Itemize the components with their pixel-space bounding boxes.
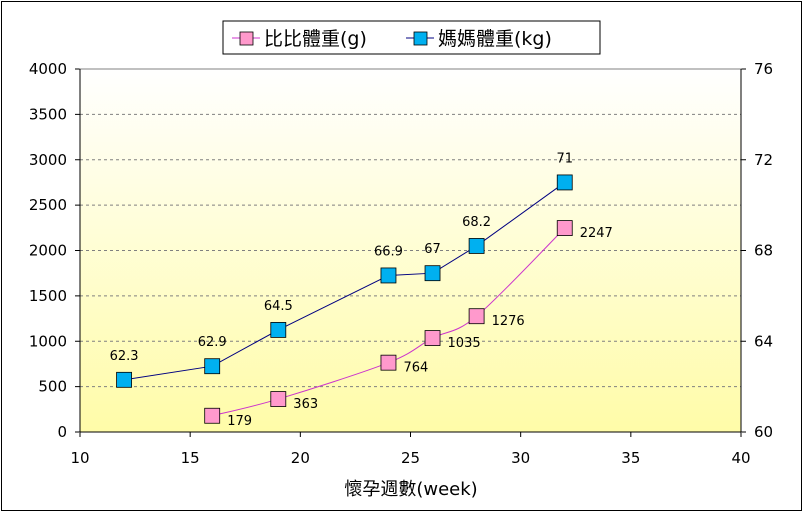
- x-tick-label: 40: [731, 449, 750, 467]
- data-point: [380, 354, 397, 371]
- data-label: 68.2: [462, 215, 491, 230]
- y-tick-label: 4000: [29, 60, 67, 78]
- data-point: [556, 220, 573, 236]
- data-point: [424, 330, 441, 346]
- y-tick-label: 1000: [29, 332, 67, 350]
- data-point: [424, 265, 441, 282]
- y2-tick-label: 60: [754, 423, 773, 441]
- data-point: [204, 407, 221, 424]
- legend-box: [222, 20, 601, 55]
- axes: 0 500 1000 1500 2000 2500 3000 3500 4000 60 64 68 72…: [29, 60, 773, 467]
- y-tick-label: 1500: [29, 287, 67, 305]
- y2-tick-label: 72: [754, 151, 773, 169]
- data-label: 1276: [492, 314, 525, 329]
- x-tick-label: 30: [511, 449, 530, 467]
- data-label: 1035: [448, 336, 481, 351]
- data-point: [270, 322, 287, 338]
- legend-label-mother: 媽媽體重(kg): [438, 28, 552, 50]
- x-tick-label: 25: [401, 449, 420, 467]
- data-point: [116, 371, 132, 388]
- x-tick-label: 35: [621, 449, 640, 467]
- y-tick-label: 2000: [29, 242, 67, 260]
- data-label: 764: [403, 361, 428, 376]
- data-label: 62.3: [110, 349, 139, 364]
- x-tick-label: 15: [181, 449, 200, 467]
- y-tick-label: 0: [57, 423, 67, 441]
- data-label: 64.5: [264, 299, 293, 314]
- data-label: 67: [424, 242, 441, 257]
- gridlines: [80, 113, 741, 388]
- data-labels: 179 363 764 1035 1276 2247 62.3 62.9 64.5 66.9 67 6…: [110, 151, 613, 428]
- data-label: 62.9: [198, 335, 227, 350]
- data-label: 2247: [580, 226, 613, 241]
- legend: 比比體重(g) 媽媽體重(kg): [222, 20, 601, 55]
- data-point: [270, 391, 287, 407]
- data-point: [204, 358, 221, 375]
- data-point: [468, 238, 485, 254]
- x-tick-label: 10: [70, 449, 89, 467]
- series-group: [116, 174, 573, 424]
- data-point: [468, 308, 485, 325]
- data-label: 66.9: [374, 244, 403, 259]
- y-tick-label: 500: [38, 378, 67, 396]
- data-point: [380, 267, 397, 284]
- data-label: 71: [556, 151, 573, 166]
- legend-marker-mother: [413, 31, 428, 46]
- data-label: 179: [227, 414, 252, 429]
- data-label: 363: [293, 397, 318, 412]
- data-point: [556, 174, 573, 191]
- y2-tick-label: 76: [754, 60, 773, 78]
- legend-marker-baby: [239, 31, 254, 46]
- y-tick-label: 3000: [29, 151, 67, 169]
- x-axis-title: 懷孕週數(week): [344, 479, 477, 500]
- y-tick-label: 3500: [29, 105, 67, 123]
- legend-label-baby: 比比體重(g): [264, 28, 367, 50]
- x-tick-label: 20: [291, 449, 310, 467]
- y2-tick-label: 68: [754, 242, 773, 260]
- y-tick-label: 2500: [29, 196, 67, 214]
- y2-tick-label: 64: [754, 332, 773, 350]
